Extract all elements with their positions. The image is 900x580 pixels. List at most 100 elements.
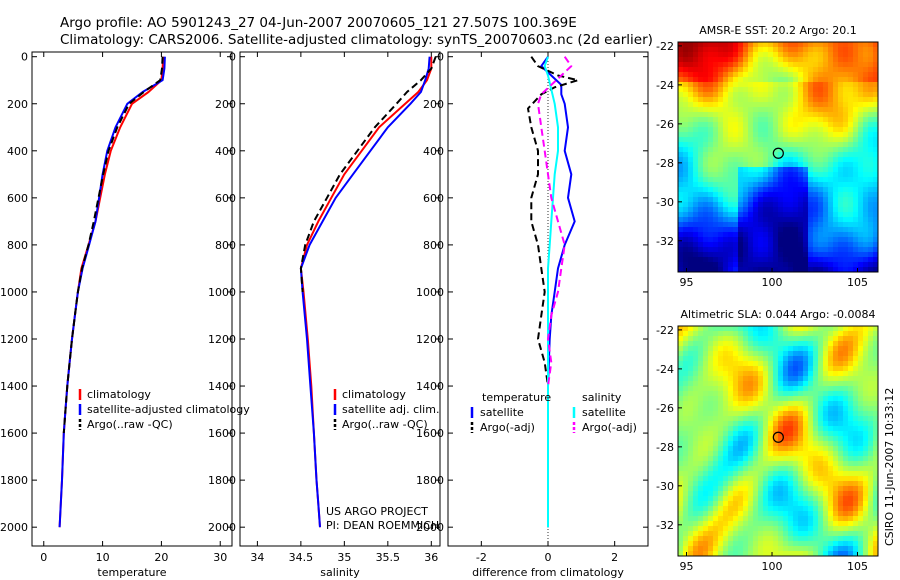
sst-map-cell [758,112,764,118]
sla-map-cell [828,341,834,347]
sst-map-cell [848,192,854,198]
sst-map-cell [778,92,784,98]
sst-map-cell [718,42,724,48]
sst-map-cell [873,212,879,218]
sst-map-cell [873,152,879,158]
sst-map-cell [833,157,839,163]
sla-map-cell [818,426,824,432]
sla-map-cell [753,351,759,357]
sst-map-cell [838,202,844,208]
sst-map-ytick-label: -26 [656,118,674,131]
sla-map-cell [683,346,689,352]
sla-map-cell [758,521,764,527]
sst-map-cell [828,227,834,233]
difference-frame [447,51,649,547]
sst-map-cell [873,237,879,243]
sla-map-cell [868,516,874,522]
sst-map-cell [833,182,839,188]
sla-map-cell [753,506,759,512]
sst-map-cell [798,97,804,103]
sla-map-cell [693,391,699,397]
sst-map-cell [873,197,879,203]
sla-map-cell [873,391,879,397]
sst-map-cell [798,267,804,273]
sst-map-cell [778,87,784,93]
sst-map-cell [728,152,734,158]
sst-map-cell [723,102,729,108]
sst-map-cell [678,202,684,208]
sst-map-cell [693,122,699,128]
sst-map-cell [813,92,819,98]
sst-map-cell [778,82,784,88]
sst-map-cell [738,62,744,68]
sst-map-cell [778,252,784,258]
sla-map-cell [823,491,829,497]
sla-map-cell [748,486,754,492]
sla-map-cell [753,326,759,332]
sst-map-cell [743,57,749,63]
sla-map-cell [783,411,789,417]
sst-map-cell [743,212,749,218]
sla-map-cell [853,346,859,352]
sst-map-cell [803,232,809,238]
sla-map-cell [738,471,744,477]
sla-map-cell [838,496,844,502]
sla-map-cell [838,326,844,332]
sst-map-cell [733,217,739,223]
sla-map-cell [838,341,844,347]
sst-map-cell [818,122,824,128]
sst-map-cell [863,157,869,163]
sla-map-cell [753,396,759,402]
sla-map-cell [793,441,799,447]
salinity-ytick-label: 1800 [208,474,236,487]
sla-map-cell [728,496,734,502]
sst-map-cell [698,247,704,253]
sst-map-cell [768,207,774,213]
salinity-xlabel: salinity [320,566,360,579]
sla-map-cell [808,371,814,377]
sst-map-cell [768,232,774,238]
sla-map-cell [738,531,744,537]
sst-map-cell [858,262,864,268]
sst-map-cell [728,127,734,133]
sst-map-cell [708,132,714,138]
sst-map-cell [778,177,784,183]
sla-map-cell [798,486,804,492]
sst-map-cell [678,222,684,228]
sst-map-cell [828,267,834,273]
sst-map-cell [853,77,859,83]
sst-map-cell [683,112,689,118]
sst-map-cell [853,117,859,123]
sst-map-cell [688,182,694,188]
sst-map-cell [733,222,739,228]
sla-map-cell [693,386,699,392]
sst-map-cell [813,102,819,108]
sla-map-cell [838,376,844,382]
sst-map-cell [853,147,859,153]
sla-map-cell [858,356,864,362]
sla-map-cell [823,466,829,472]
sst-map-cell [858,47,864,53]
sla-map-cell [813,366,819,372]
sst-map-cell [703,152,709,158]
sst-map-cell [848,47,854,53]
sla-map-cell [833,421,839,427]
sst-map-cell [833,62,839,68]
sla-map-cell [718,341,724,347]
sla-map-cell [678,446,684,452]
sst-map-cell [828,47,834,53]
sst-map-cell [828,72,834,78]
sst-map-cell [808,262,814,268]
sst-map-cell [868,52,874,58]
sst-map-cell [863,167,869,173]
sla-map-cell [858,346,864,352]
sst-map-cell [778,212,784,218]
sla-map-cell [683,446,689,452]
sst-map-cell [823,82,829,88]
sla-map-cell [828,336,834,342]
sla-map-cell [698,511,704,517]
sla-map-cell [873,541,879,547]
sla-map-cell [678,511,684,517]
sla-map-cell [723,391,729,397]
sla-map-cell [808,531,814,537]
